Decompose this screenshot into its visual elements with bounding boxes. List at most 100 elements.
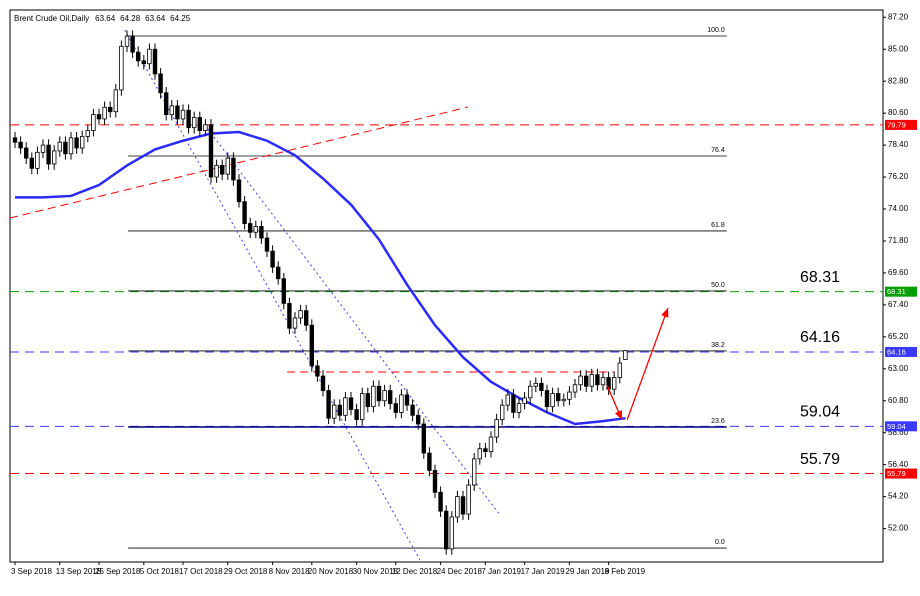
candle-body (63, 141, 68, 155)
moving-average (15, 130, 626, 426)
candle-body (427, 452, 432, 471)
trend-line (10, 106, 469, 219)
candle-body (393, 403, 398, 413)
candle-body (253, 226, 258, 233)
candle-body (169, 105, 174, 115)
y-tick-label: 85.00 (888, 44, 909, 53)
candle-body (376, 385, 382, 402)
candle-body (343, 397, 348, 416)
candle-body (326, 390, 331, 419)
candle-body (505, 394, 510, 406)
candle-body (191, 117, 197, 129)
candle-body (147, 48, 152, 65)
candle-body (40, 144, 46, 153)
level-callout: 55.79 (800, 451, 840, 468)
candle-body (595, 374, 600, 386)
candle-body (522, 397, 527, 405)
candle-body (242, 201, 247, 224)
x-tick-label: 7 Jan 2019 (481, 567, 521, 576)
fib-label: 50.0 (711, 282, 725, 289)
candle-body (130, 35, 135, 53)
candle-body (404, 394, 410, 406)
candle-body (315, 365, 320, 377)
candle-body (449, 516, 454, 550)
x-tick-label: 5 Oct 2018 (140, 567, 180, 576)
candle-body (483, 448, 488, 452)
y-tick-label: 74.00 (888, 204, 909, 213)
y-tick-label: 80.60 (888, 108, 909, 117)
candle-body (163, 92, 169, 115)
fib-label: 0.0 (715, 539, 725, 546)
level-callout: 59.04 (800, 404, 840, 421)
candle-body (287, 303, 292, 329)
y-tick-label: 69.60 (888, 268, 909, 277)
candle-body (35, 151, 40, 169)
trend-line (124, 29, 421, 561)
candle-body (477, 448, 482, 460)
candle-body (264, 237, 270, 252)
fib-label: 61.8 (711, 222, 725, 229)
candle-body (68, 137, 74, 155)
candle-body (528, 385, 533, 399)
price-tag-label: 55.79 (887, 469, 906, 478)
candle-body (208, 124, 214, 178)
candle-body (119, 45, 124, 91)
candle-body (533, 382, 538, 387)
candle-body (600, 377, 606, 386)
x-tick-label: 24 Dec 2018 (437, 567, 483, 576)
x-tick-label: 17 Jan 2019 (521, 567, 566, 576)
candle-body (382, 390, 387, 402)
candle-body (494, 419, 499, 438)
candle-body (12, 137, 18, 143)
x-tick-label: 8 Feb 2019 (605, 567, 646, 576)
candle-body (57, 141, 62, 152)
candle-body (113, 89, 118, 113)
candle-body (270, 250, 275, 268)
candle-body (348, 397, 354, 410)
candle-body (320, 375, 326, 391)
candle-body (623, 350, 628, 360)
candle-body (203, 124, 208, 131)
candle-body (298, 310, 303, 319)
candle-body (275, 266, 281, 280)
candle-body (410, 404, 415, 416)
fib-label: 23.6 (711, 418, 725, 425)
x-tick-label: 3 Sep 2018 (11, 567, 52, 576)
y-tick-label: 52.00 (888, 524, 909, 533)
candle-body (197, 117, 202, 131)
y-tick-label: 54.20 (888, 492, 909, 501)
candle-body (52, 150, 57, 165)
candle-body (186, 109, 191, 129)
y-tick-label: 65.20 (888, 332, 909, 341)
ohlc-value: 63.64 (145, 14, 166, 23)
candle-body (572, 384, 578, 393)
x-tick-label: 12 Dec 2018 (392, 567, 438, 576)
price-tag (885, 421, 917, 432)
candle-body (80, 135, 85, 149)
candle-body (23, 147, 29, 159)
candle-body (359, 393, 365, 421)
candle-body (584, 375, 589, 387)
chart-title: Brent Crude Oil,Daily (14, 14, 89, 23)
x-tick-label: 25 Sep 2018 (95, 567, 141, 576)
candle-body (488, 436, 494, 452)
axes: 87.20 85.00 82.80 80.60 78.40 76.20 74.00 71.80… (11, 12, 917, 576)
candle-body (399, 394, 404, 413)
candle-body (124, 35, 130, 47)
candle-body (443, 510, 449, 550)
plot-area (10, 29, 883, 561)
candle-body (259, 226, 264, 239)
fib-label: 38.2 (711, 342, 725, 349)
candle-body (466, 484, 471, 515)
arrow (606, 384, 623, 421)
candle-body (567, 391, 572, 400)
candle-body (421, 423, 426, 454)
ohlc-value: 64.28 (120, 14, 141, 23)
y-tick-label: 58.60 (888, 428, 909, 437)
x-tick-label: 29 Oct 2018 (224, 567, 268, 576)
candle-body (91, 114, 96, 131)
price-tag (885, 346, 917, 357)
candle-body (471, 458, 477, 486)
